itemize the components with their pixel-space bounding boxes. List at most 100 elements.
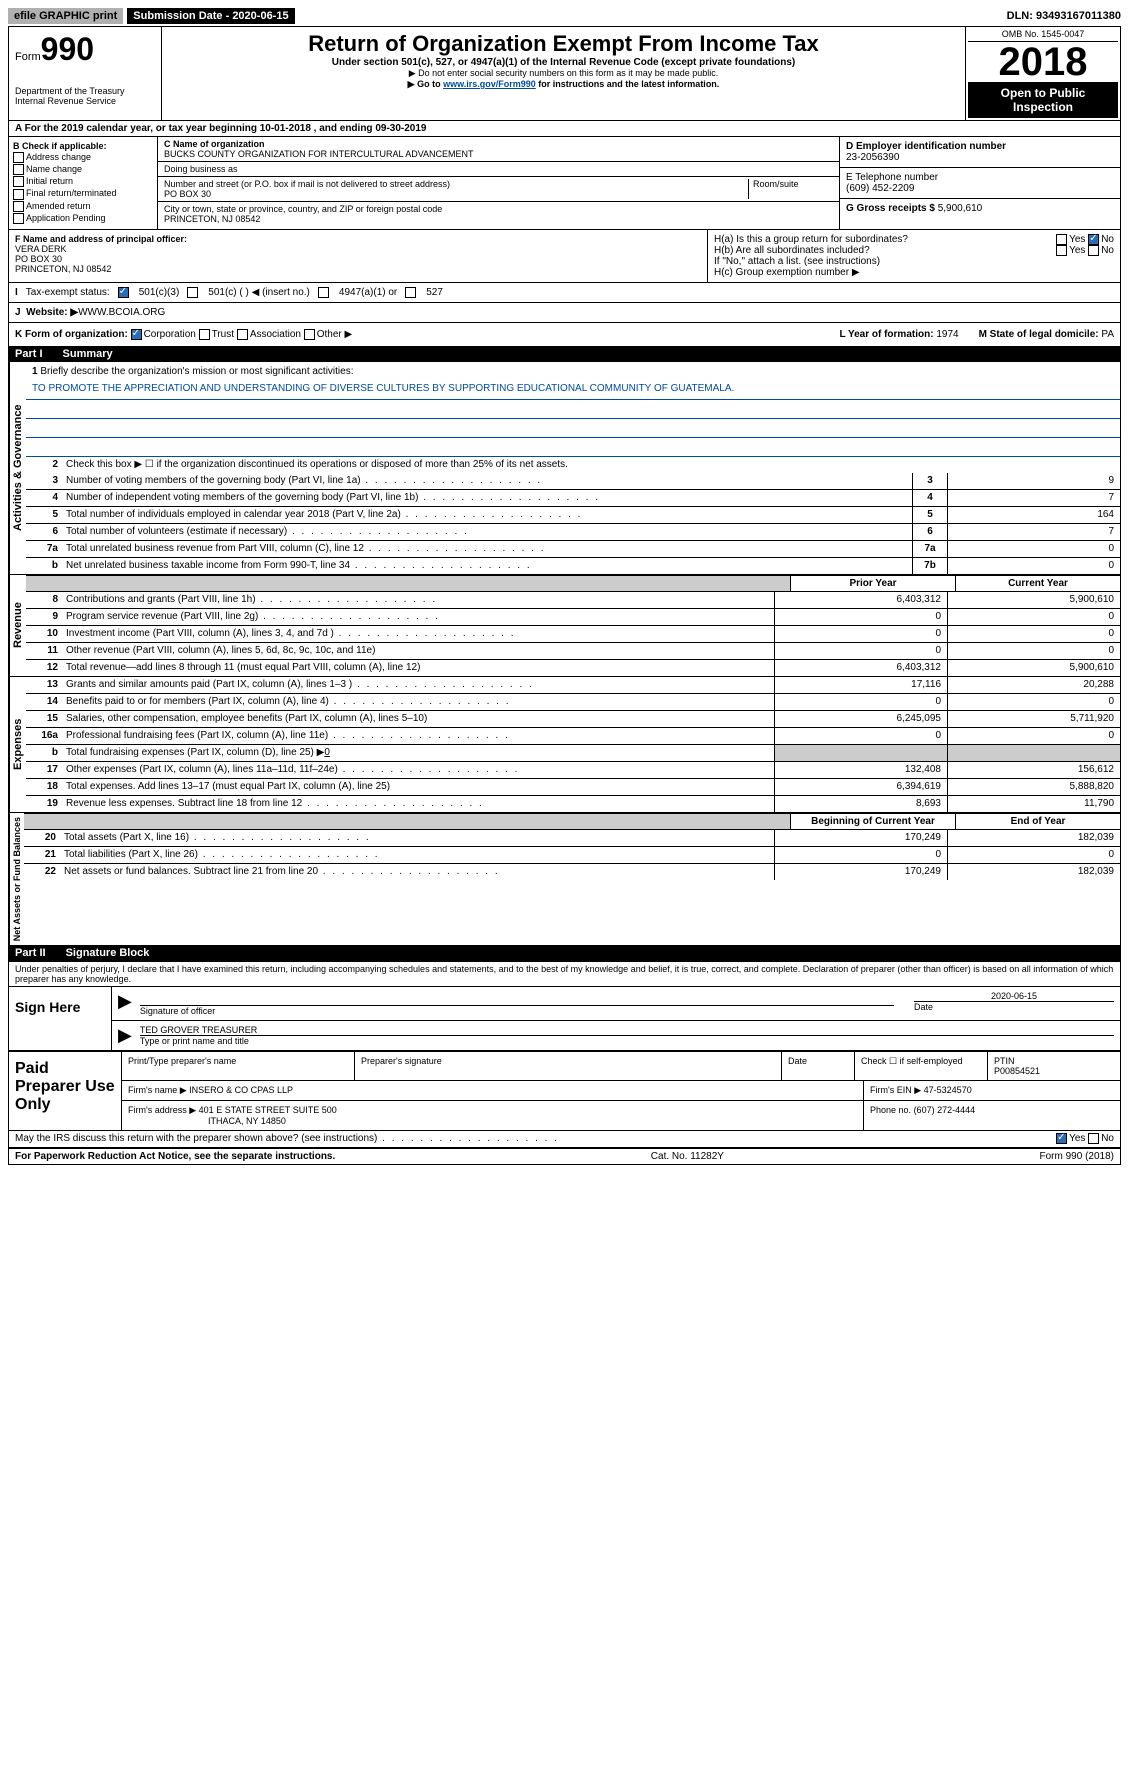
website-value: WWW.BCOIA.ORG [78,307,165,318]
c14: 0 [947,694,1120,710]
p12: 6,403,312 [774,660,947,676]
i-label: Tax-exempt status: [26,287,110,298]
sig-date: 2020-06-15 [914,991,1114,1002]
ha-yes[interactable] [1056,234,1067,245]
chk-trust[interactable] [199,329,210,340]
chk-pending[interactable] [13,213,24,224]
p22: 170,249 [774,864,947,880]
city-value: PRINCETON, NJ 08542 [164,214,833,224]
hb-yes[interactable] [1056,245,1067,256]
chk-initial[interactable] [13,176,24,187]
hb-note: If "No," attach a list. (see instruction… [714,256,1114,267]
discuss-yes[interactable] [1056,1133,1067,1144]
v5: 164 [947,507,1120,523]
chk-other[interactable] [304,329,315,340]
chk-final[interactable] [13,189,24,200]
firm-phone: (607) 272-4444 [914,1105,976,1115]
lbl-final: Final return/terminated [26,188,117,198]
c18: 5,888,820 [947,779,1120,795]
chk-4947[interactable] [318,287,329,298]
chk-501c3[interactable] [118,287,129,298]
lbl-pending: Application Pending [26,213,106,223]
l5: Total number of individuals employed in … [62,507,912,523]
firm-ein-label: Firm's EIN ▶ [870,1085,921,1095]
chk-name[interactable] [13,164,24,175]
footer: For Paperwork Reduction Act Notice, see … [9,1147,1120,1164]
sig-arrow-icon: ▶ [118,991,132,1016]
lbl-amended: Amended return [26,201,91,211]
f-label: F Name and address of principal officer: [15,234,701,244]
opt-4947: 4947(a)(1) or [339,287,397,298]
l22: Net assets or fund balances. Subtract li… [60,864,774,880]
l20: Total assets (Part X, line 16) [60,830,774,846]
addr-label: Number and street (or P.O. box if mail i… [164,179,748,189]
sign-here-row: Sign Here ▶ Signature of officer 2020-06… [9,986,1120,1050]
sidebar-expenses: Expenses [9,677,26,812]
sidebar-governance: Activities & Governance [9,362,26,574]
hb-label: H(b) Are all subordinates included? [714,245,870,256]
p10: 0 [774,626,947,642]
chk-assoc[interactable] [237,329,248,340]
irs-link[interactable]: www.irs.gov/Form990 [443,79,536,89]
mission-blank3 [26,438,1120,457]
chk-527[interactable] [405,287,416,298]
efile-btn[interactable]: efile GRAPHIC print [8,8,123,24]
phone-value: (609) 452-2209 [846,183,1114,194]
form-foot: Form 990 (2018) [1040,1151,1114,1162]
m-value: PA [1101,329,1114,340]
chk-501c[interactable] [187,287,198,298]
p18: 6,394,619 [774,779,947,795]
c-name-label: C Name of organization [164,139,833,149]
chk-amended[interactable] [13,201,24,212]
subtitle: Under section 501(c), 527, or 4947(a)(1)… [166,57,961,68]
row-fh: F Name and address of principal officer:… [9,229,1120,282]
paid-preparer: Paid Preparer Use Only Print/Type prepar… [9,1050,1120,1130]
check-self: Check ☐ if self-employed [855,1052,988,1080]
ha-no-lbl: No [1101,234,1114,245]
firm-addr: 401 E STATE STREET SUITE 500 [199,1105,337,1115]
l9: Program service revenue (Part VIII, line… [62,609,774,625]
org-name: BUCKS COUNTY ORGANIZATION FOR INTERCULTU… [164,149,833,159]
v3: 9 [947,473,1120,489]
l16b: Total fundraising expenses (Part IX, col… [62,745,774,761]
chk-address[interactable] [13,152,24,163]
officer-addr1: PO BOX 30 [15,254,701,264]
hb-yes-lbl: Yes [1069,245,1085,256]
row-j: J Website: ▶ WWW.BCOIA.ORG [9,302,1120,322]
ha-no[interactable] [1088,234,1099,245]
chk-corp[interactable] [131,329,142,340]
g-label: G Gross receipts $ [846,203,935,214]
v4: 7 [947,490,1120,506]
gross-receipts: 5,900,610 [938,203,983,214]
opt-501c3: 501(c)(3) [139,287,180,298]
p20: 170,249 [774,830,947,846]
l7b: Net unrelated business taxable income fr… [62,558,912,574]
box-f: F Name and address of principal officer:… [9,230,708,282]
p19: 8,693 [774,796,947,812]
prep-sig-label: Preparer's signature [355,1052,782,1080]
form-title: Return of Organization Exempt From Incom… [166,31,961,57]
hb-no[interactable] [1088,245,1099,256]
ptin-label: PTIN [994,1056,1114,1066]
cat-no: Cat. No. 11282Y [651,1151,724,1162]
c22: 182,039 [947,864,1120,880]
e-label: E Telephone number [846,172,1114,183]
year-cell: OMB No. 1545-0047 2018 Open to Public In… [965,27,1120,120]
box-b-title: B Check if applicable: [13,141,153,151]
c20: 182,039 [947,830,1120,846]
lbl-initial: Initial return [26,176,73,186]
dept-treasury: Department of the Treasury Internal Reve… [15,86,155,106]
l21: Total liabilities (Part X, line 26) [60,847,774,863]
officer-name: VERA DERK [15,244,701,254]
tax-year: 2018 [968,42,1118,82]
box-b: B Check if applicable: Address change Na… [9,137,158,229]
lbl-other: Other ▶ [317,329,352,340]
submission-btn[interactable]: Submission Date - 2020-06-15 [127,8,294,24]
row-a: A For the 2019 calendar year, or tax yea… [9,120,1120,136]
l6: Total number of volunteers (estimate if … [62,524,912,540]
discuss-no[interactable] [1088,1133,1099,1144]
k-label: K Form of organization: [15,329,128,340]
l13: Grants and similar amounts paid (Part IX… [62,677,774,693]
firm-name: INSERO & CO CPAS LLP [189,1085,293,1095]
row-klm: K Form of organization: Corporation Trus… [9,322,1120,346]
